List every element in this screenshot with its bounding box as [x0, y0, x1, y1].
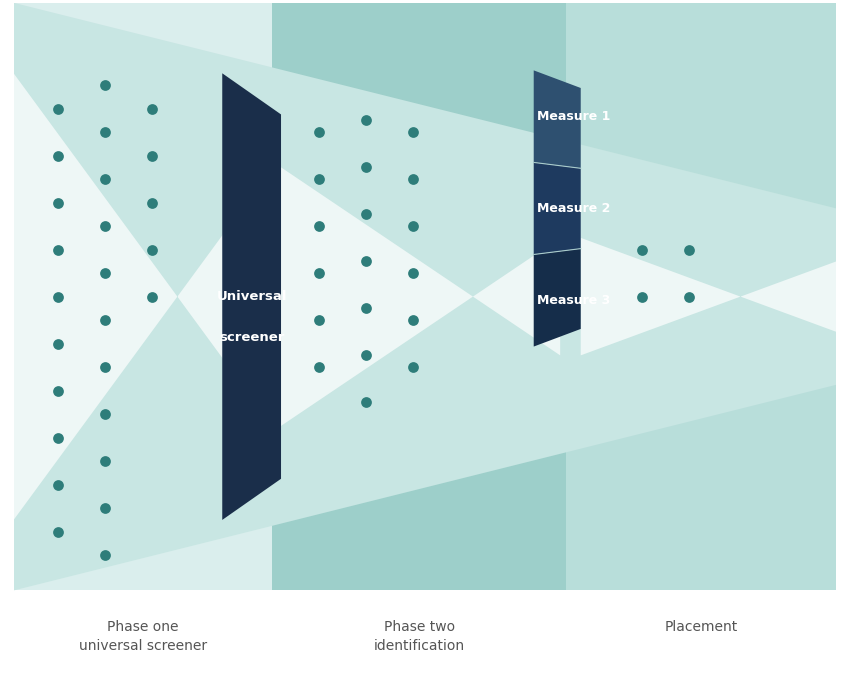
Text: Placement: Placement: [665, 620, 738, 634]
Point: [360, 397, 373, 408]
Point: [51, 150, 65, 161]
Text: Measure 2: Measure 2: [536, 202, 610, 215]
Point: [636, 244, 649, 255]
Point: [406, 315, 420, 326]
Polygon shape: [14, 73, 272, 520]
Point: [360, 350, 373, 361]
Point: [145, 103, 159, 114]
Point: [313, 361, 326, 373]
Polygon shape: [581, 238, 836, 355]
Point: [360, 256, 373, 267]
Point: [98, 268, 111, 279]
Point: [313, 268, 326, 279]
Point: [313, 315, 326, 326]
Point: [145, 197, 159, 208]
Point: [98, 408, 111, 419]
Point: [98, 220, 111, 231]
Point: [98, 173, 111, 185]
Text: Phase one
universal screener: Phase one universal screener: [79, 620, 207, 654]
Point: [406, 220, 420, 231]
Polygon shape: [534, 162, 581, 254]
Point: [406, 127, 420, 138]
Point: [683, 291, 696, 302]
Text: Measure 3: Measure 3: [536, 294, 610, 307]
Text: Phase two
identification: Phase two identification: [373, 620, 465, 654]
Point: [636, 291, 649, 302]
Point: [360, 161, 373, 173]
Point: [406, 173, 420, 185]
Point: [683, 244, 696, 255]
Text: screener: screener: [219, 331, 285, 344]
Point: [51, 338, 65, 350]
Point: [51, 385, 65, 396]
Point: [98, 127, 111, 138]
Polygon shape: [281, 167, 560, 426]
Polygon shape: [14, 3, 272, 591]
Point: [145, 150, 159, 161]
Polygon shape: [566, 3, 836, 591]
Point: [145, 291, 159, 302]
Point: [51, 103, 65, 114]
Point: [360, 209, 373, 220]
Point: [98, 456, 111, 467]
Point: [51, 197, 65, 208]
Polygon shape: [272, 3, 566, 591]
Point: [51, 432, 65, 443]
Point: [51, 526, 65, 538]
Point: [145, 244, 159, 255]
Point: [98, 361, 111, 373]
Point: [406, 361, 420, 373]
Point: [98, 80, 111, 91]
Point: [313, 220, 326, 231]
Polygon shape: [534, 249, 581, 347]
Point: [51, 244, 65, 255]
Point: [98, 549, 111, 561]
Point: [98, 503, 111, 514]
Point: [98, 315, 111, 326]
Point: [406, 268, 420, 279]
Polygon shape: [534, 71, 581, 168]
Point: [360, 115, 373, 126]
Text: Measure 1: Measure 1: [536, 110, 610, 123]
Point: [51, 291, 65, 302]
Point: [313, 127, 326, 138]
Polygon shape: [14, 3, 836, 591]
Polygon shape: [222, 73, 281, 520]
Text: Universal: Universal: [217, 290, 287, 303]
Point: [51, 479, 65, 490]
Point: [313, 173, 326, 185]
Point: [360, 303, 373, 314]
